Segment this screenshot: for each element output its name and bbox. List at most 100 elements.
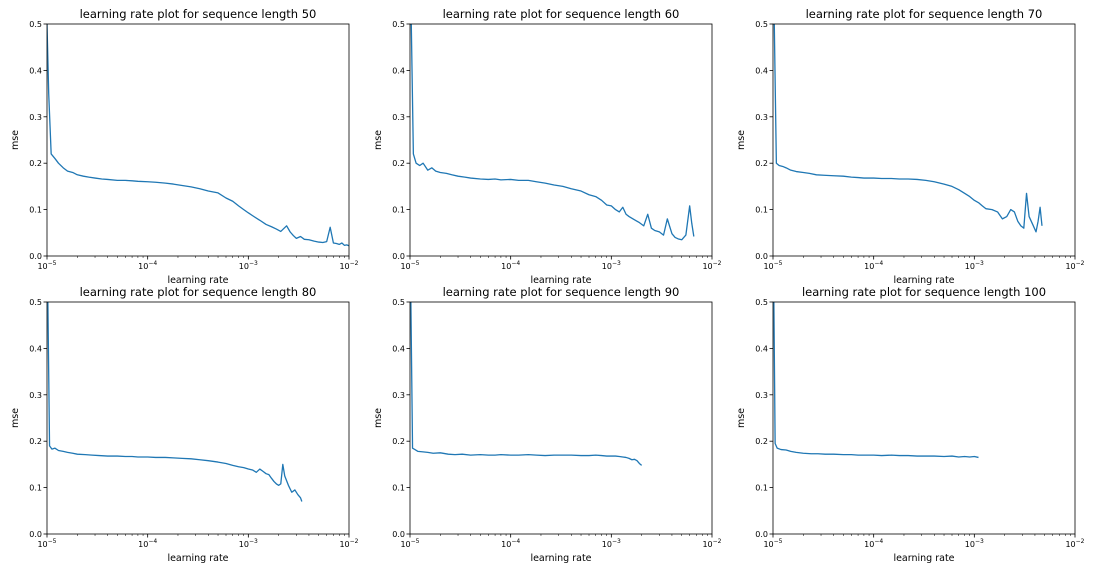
- x-tick-exponent: −3: [975, 260, 984, 267]
- series-line-1: [410, 24, 695, 241]
- x-tick-label: 10−5: [400, 538, 419, 549]
- chart-title: learning rate plot for sequence length 5…: [80, 7, 317, 21]
- y-tick-label: 0.4: [392, 66, 405, 75]
- x-tick-exponent: −3: [612, 260, 621, 267]
- x-tick-exponent: −2: [350, 538, 359, 545]
- y-tick-label: 0.1: [755, 484, 768, 493]
- x-tick-exponent: −4: [148, 260, 157, 267]
- y-tick-label: 0.3: [755, 391, 768, 400]
- x-tick-base: 10: [339, 540, 349, 549]
- x-tick-base: 10: [864, 540, 874, 549]
- x-tick-exponent: −5: [48, 538, 57, 545]
- y-tick-label: 0.2: [755, 437, 768, 446]
- x-tick-label: 10−5: [37, 538, 56, 549]
- plot-frame: [772, 301, 1076, 535]
- x-tick-base: 10: [501, 262, 511, 271]
- series-line-1: [47, 24, 349, 247]
- x-tick-label: 10−4: [138, 260, 157, 271]
- y-tick-label: 0.0: [29, 530, 42, 539]
- x-tick-label: 10−4: [501, 538, 520, 549]
- x-tick-base: 10: [138, 262, 148, 271]
- x-tick-exponent: −5: [411, 260, 420, 267]
- y-tick-label: 0.0: [392, 252, 405, 261]
- x-tick-base: 10: [1065, 540, 1075, 549]
- x-tick-exponent: −5: [48, 260, 57, 267]
- x-tick-base: 10: [339, 262, 349, 271]
- subplot-5: learning rate plot for sequence length 9…: [373, 285, 722, 564]
- x-tick-base: 10: [702, 540, 712, 549]
- x-tick-base: 10: [702, 262, 712, 271]
- y-tick-label: 0.5: [29, 20, 42, 29]
- y-tick-label: 0.4: [392, 344, 405, 353]
- x-tick-label: 10−2: [339, 538, 358, 549]
- x-tick-exponent: −4: [874, 538, 883, 545]
- subplot-2: learning rate plot for sequence length 6…: [373, 7, 722, 286]
- x-axis-label: learning rate: [530, 275, 591, 286]
- y-tick-label: 0.4: [755, 66, 768, 75]
- x-tick-base: 10: [965, 540, 975, 549]
- series-line-1: [47, 302, 303, 502]
- subplot-3: learning rate plot for sequence length 7…: [736, 7, 1085, 286]
- x-tick-base: 10: [501, 540, 511, 549]
- x-tick-label: 10−5: [37, 260, 56, 271]
- plot-frame: [409, 23, 713, 257]
- x-tick-base: 10: [864, 262, 874, 271]
- x-tick-label: 10−5: [400, 260, 419, 271]
- x-tick-exponent: −4: [148, 538, 157, 545]
- y-tick-label: 0.3: [755, 113, 768, 122]
- series-line-1: [773, 24, 1043, 233]
- y-tick-label: 0.2: [755, 159, 768, 168]
- x-axis-label: learning rate: [167, 275, 228, 286]
- y-axis-label: mse: [373, 130, 384, 150]
- y-tick-label: 0.0: [392, 530, 405, 539]
- x-tick-base: 10: [400, 262, 410, 271]
- y-tick-label: 0.4: [755, 344, 768, 353]
- x-axis-label: learning rate: [167, 553, 228, 564]
- x-tick-label: 10−4: [864, 538, 883, 549]
- x-tick-label: 10−3: [602, 538, 621, 549]
- x-axis-label: learning rate: [893, 553, 954, 564]
- x-tick-exponent: −5: [411, 538, 420, 545]
- y-axis-label: mse: [373, 408, 384, 428]
- x-tick-label: 10−2: [1065, 538, 1084, 549]
- x-tick-exponent: −3: [249, 260, 258, 267]
- x-tick-base: 10: [239, 262, 249, 271]
- x-tick-base: 10: [239, 540, 249, 549]
- x-tick-exponent: −2: [1076, 260, 1085, 267]
- subplot-6: learning rate plot for sequence length 1…: [736, 285, 1085, 564]
- y-tick-label: 0.5: [392, 298, 405, 307]
- chart-title: learning rate plot for sequence length 8…: [80, 285, 317, 299]
- x-tick-exponent: −3: [975, 538, 984, 545]
- x-tick-base: 10: [138, 540, 148, 549]
- y-tick-label: 0.5: [29, 298, 42, 307]
- x-tick-exponent: −3: [612, 538, 621, 545]
- x-tick-exponent: −3: [249, 538, 258, 545]
- y-tick-label: 0.0: [29, 252, 42, 261]
- plot-frame: [46, 23, 350, 257]
- x-tick-base: 10: [763, 262, 773, 271]
- y-tick-label: 0.3: [29, 113, 42, 122]
- y-tick-label: 0.0: [755, 252, 768, 261]
- y-tick-label: 0.5: [755, 20, 768, 29]
- x-tick-base: 10: [37, 262, 47, 271]
- y-tick-label: 0.2: [392, 437, 405, 446]
- x-tick-label: 10−2: [339, 260, 358, 271]
- x-tick-exponent: −2: [1076, 538, 1085, 545]
- chart-title: learning rate plot for sequence length 9…: [443, 285, 680, 299]
- y-tick-label: 0.4: [29, 66, 42, 75]
- x-tick-base: 10: [400, 540, 410, 549]
- y-tick-label: 0.3: [392, 391, 405, 400]
- y-tick-label: 0.1: [29, 484, 42, 493]
- x-tick-label: 10−2: [1065, 260, 1084, 271]
- x-tick-exponent: −5: [774, 538, 783, 545]
- x-tick-exponent: −2: [713, 538, 722, 545]
- series-line-1: [773, 302, 979, 459]
- x-tick-label: 10−3: [239, 260, 258, 271]
- y-tick-label: 0.0: [755, 530, 768, 539]
- y-axis-label: mse: [10, 408, 21, 428]
- plot-frame: [409, 301, 713, 535]
- x-tick-exponent: −5: [774, 260, 783, 267]
- x-tick-label: 10−3: [602, 260, 621, 271]
- y-tick-label: 0.1: [755, 206, 768, 215]
- x-tick-base: 10: [602, 262, 612, 271]
